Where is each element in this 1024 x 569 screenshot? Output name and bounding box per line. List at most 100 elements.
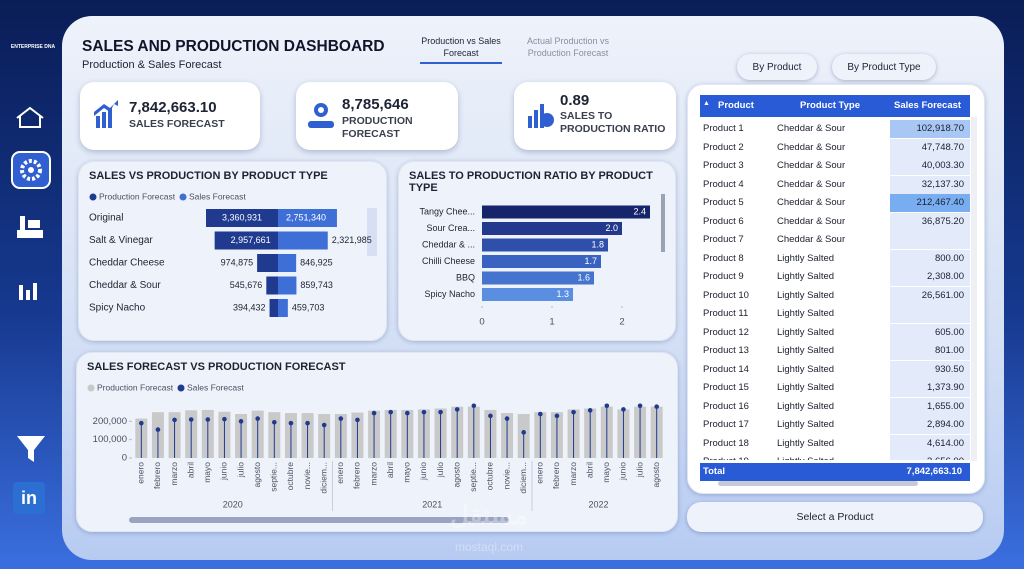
table-cell: Product 1 <box>703 123 744 134</box>
table-cell: 800.00 <box>890 249 970 268</box>
table-cell: Product 6 <box>703 215 744 227</box>
value-label: 1.8 <box>591 239 604 249</box>
table-row[interactable]: Product 11 Lightly Salted <box>700 305 970 323</box>
bar <box>269 299 278 317</box>
x-tick-label: agosto <box>252 462 262 488</box>
x-tick-label: octubre <box>285 462 295 491</box>
table-row[interactable]: Product 18 Lightly Salted 4,614.00 <box>700 434 970 453</box>
scrollbar[interactable] <box>971 117 977 461</box>
scrollbar[interactable] <box>661 194 665 252</box>
table-row[interactable]: Product 9 Lightly Salted 2,308.00 <box>700 268 970 286</box>
scrollbar[interactable] <box>367 208 377 256</box>
lollipop-dot <box>255 416 260 421</box>
linkedin-icon[interactable]: in <box>21 488 37 508</box>
table-row[interactable]: Product 15 Lightly Salted 1,373.90 <box>700 379 970 397</box>
x-tick-label: enero <box>335 462 345 484</box>
kpi-value: 0.89 <box>560 92 590 109</box>
bar <box>482 288 573 301</box>
year-label: 2020 <box>223 499 243 509</box>
filter-button[interactable]: By Product <box>737 54 817 80</box>
table-row[interactable]: Product 10 Lightly Salted 26,561.00 <box>700 286 970 305</box>
x-tick-label: junio <box>618 462 628 481</box>
x-tick-label: mayo <box>202 462 212 483</box>
table-row[interactable]: Product 8 Lightly Salted 800.00 <box>700 249 970 268</box>
lollipop-dot <box>587 408 593 413</box>
table-row[interactable]: Product 16 Lightly Salted 1,655.00 <box>700 397 970 416</box>
kpi-icon <box>528 104 554 128</box>
kpi-icon <box>94 100 118 128</box>
x-tick-label: diciem... <box>518 462 528 494</box>
table-row[interactable]: Product 1 Cheddar & Sour 102,918.70 <box>700 120 970 138</box>
type-chart: Production Forecast Sales Forecast Origina… <box>89 191 377 317</box>
table-row[interactable]: Product 17 Lightly Salted 2,894.00 <box>700 416 970 434</box>
table-cell: 1,655.00 <box>890 397 970 416</box>
subtitle: Production & Sales Forecast <box>82 59 222 71</box>
table-row[interactable]: Product 14 Lightly Salted 930.50 <box>700 360 970 379</box>
y-tick-label: 100,000 <box>93 434 127 445</box>
filter-button[interactable]: By Product Type <box>832 54 936 80</box>
table-cell: Cheddar & Sour <box>777 197 846 208</box>
column-header[interactable]: Product <box>718 100 754 111</box>
lollipop-dot <box>288 420 294 426</box>
lollipop-dot <box>454 407 460 412</box>
lollipop-dot <box>205 417 211 422</box>
value-label: 2.0 <box>605 223 618 233</box>
legend-label: Production Forecast <box>99 191 176 201</box>
sort-icon[interactable]: ▲ <box>703 100 710 107</box>
legend-marker <box>87 384 95 392</box>
table-row[interactable]: Product 7 Cheddar & Sour <box>700 231 970 249</box>
table-panel: ▲ Product Product Type Sales Forecast Pr… <box>687 84 985 494</box>
chart-title: SALES VS PRODUCTION BY PRODUCT TYPE <box>89 170 328 182</box>
table-cell: 3,656.00 <box>890 453 970 460</box>
select-button[interactable]: Select a Product <box>687 502 983 532</box>
lollipop-dot <box>155 427 161 432</box>
lollipop-dot <box>338 416 344 421</box>
x-tick-label: septie... <box>468 462 478 492</box>
title: SALES AND PRODUCTION DASHBOARD <box>82 38 385 55</box>
table-cell: Product 2 <box>703 141 744 153</box>
table-cell: Lightly Salted <box>777 326 835 338</box>
scrollbar[interactable] <box>129 517 509 523</box>
table-row[interactable]: Product 19 Lightly Salted 3,656.00 <box>700 453 970 460</box>
category-label: Tangy Chee... <box>419 206 475 216</box>
value-label: 2.4 <box>633 206 646 216</box>
lollipop-dot <box>637 403 643 409</box>
tab[interactable]: Production vs Sales Forecast <box>420 35 502 64</box>
tab[interactable]: Actual Production vs Production Forecast <box>526 36 610 58</box>
x-tick-label: julio <box>435 462 445 478</box>
scrollbar[interactable] <box>718 481 918 486</box>
kpi-label: SALES FORECAST <box>129 118 225 130</box>
table-row[interactable]: Product 4 Cheddar & Sour 32,137.30 <box>700 175 970 194</box>
table-cell: Cheddar & Sour <box>777 234 846 245</box>
table-cell: 102,918.70 <box>890 120 970 138</box>
lollipop-dot <box>321 422 327 428</box>
table-cell: Product 10 <box>703 289 749 301</box>
table-row[interactable]: Product 13 Lightly Salted 801.00 <box>700 342 970 360</box>
table-cell: Lightly Salted <box>777 419 835 430</box>
table-cell: Lightly Salted <box>777 252 835 264</box>
value-label: 974,875 <box>221 257 254 267</box>
table-cell: 40,003.30 <box>890 157 970 175</box>
table-row[interactable]: Product 5 Cheddar & Sour 212,467.40 <box>700 194 970 212</box>
bar <box>278 209 337 227</box>
lollipop-dot <box>621 407 626 412</box>
category-label: Original <box>89 213 123 224</box>
table-total: Total 7,842,663.10 <box>700 463 970 481</box>
table-cell: Product 18 <box>703 437 749 449</box>
kpi-label: SALES TO PRODUCTION RATIO <box>560 110 666 135</box>
lollipop-dot <box>388 409 393 415</box>
table-row[interactable]: Product 6 Cheddar & Sour 36,875.20 <box>700 212 970 231</box>
category-label: Spicy Nacho <box>89 303 146 314</box>
table-row[interactable]: Product 12 Lightly Salted 605.00 <box>700 323 970 342</box>
watermark: مستقل <box>450 500 528 530</box>
value-label: 2,321,985 <box>332 235 372 245</box>
table-cell: Lightly Salted <box>777 271 835 282</box>
table-cell: 4,614.00 <box>890 434 970 453</box>
ratio-chart-panel: SALES TO PRODUCTION RATIO BY PRODUCT TYP… <box>398 161 676 341</box>
bar <box>482 205 650 219</box>
column-header[interactable]: Product Type <box>800 100 860 111</box>
table-row[interactable]: Product 3 Cheddar & Sour 40,003.30 <box>700 157 970 175</box>
column-header[interactable]: Sales Forecast <box>894 100 962 111</box>
x-tick-label: 2 <box>619 317 624 328</box>
table-row[interactable]: Product 2 Cheddar & Sour 47,748.70 <box>700 138 970 157</box>
